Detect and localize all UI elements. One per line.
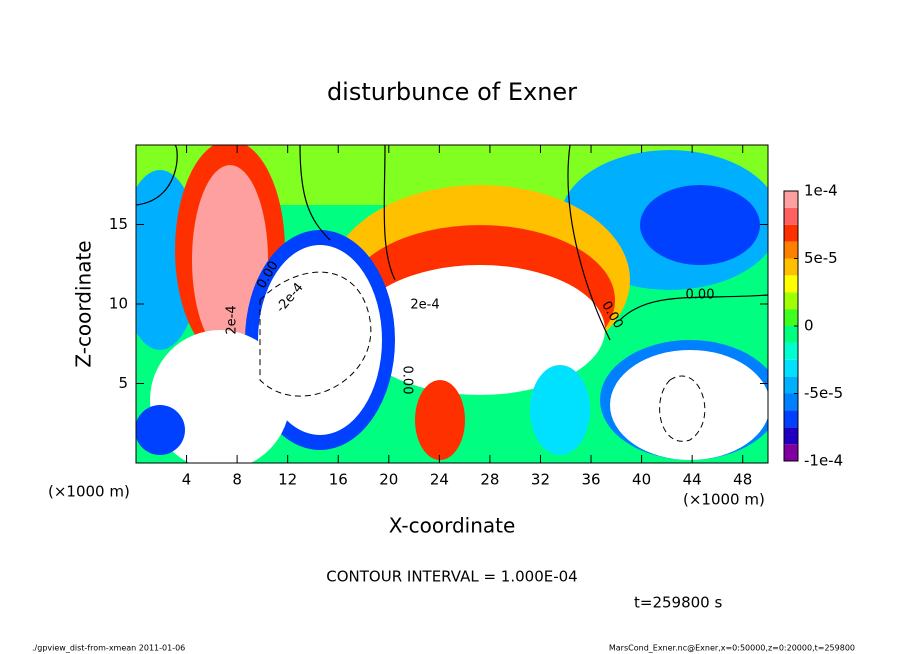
field-shape	[610, 350, 768, 460]
y-tick-label: 10	[109, 295, 128, 313]
field-shape	[530, 365, 590, 455]
x-unit-label: (×1000 m)	[48, 483, 130, 501]
x-tick-label: 28	[480, 471, 499, 489]
x-tick-label: 48	[733, 471, 752, 489]
x-tick-label: 20	[379, 471, 398, 489]
x-tick-label: 12	[278, 471, 297, 489]
field-shape	[640, 185, 760, 265]
x-tick-label: 16	[329, 471, 348, 489]
colorbar-band	[784, 207, 798, 225]
field-shape	[415, 380, 465, 460]
contour-label: 2e-4	[410, 298, 439, 313]
field-shape	[150, 330, 290, 463]
colorbar-band	[784, 359, 798, 377]
contour-line	[259, 271, 706, 442]
field-shape	[136, 405, 185, 455]
x-tick-label: 40	[632, 471, 651, 489]
colorbar-band	[784, 292, 798, 310]
colorbar-tick-label: 0	[804, 317, 814, 335]
x-tick-label: 8	[232, 471, 242, 489]
colorbar-band	[784, 224, 798, 242]
colorbar-tick-label: -5e-5	[804, 384, 843, 402]
field-shape	[355, 265, 605, 395]
colorbar-tick-label: 1e-4	[804, 182, 838, 200]
y-axis-label: Z-coordinate	[72, 240, 96, 367]
colorbar-band	[784, 342, 798, 360]
footer-left: ./gpview_dist-from-xmean 2011-01-06	[32, 644, 185, 653]
colorbar-band	[784, 376, 798, 394]
x-tick-label: 4	[182, 471, 192, 489]
contour-interval: CONTOUR INTERVAL = 1.000E-04	[326, 568, 577, 586]
colorbar-tick-label: 5e-5	[804, 249, 838, 267]
x-tick-label: 44	[683, 471, 702, 489]
colorbar-band	[784, 444, 798, 461]
colorbar-band	[784, 241, 798, 259]
colorbar-band	[784, 309, 798, 326]
x-unit-label: (×1000 m)	[683, 491, 765, 509]
colorbar-band	[784, 258, 798, 276]
x-tick-label: 24	[430, 471, 449, 489]
colorbar-band	[784, 410, 798, 428]
field-shape	[258, 245, 382, 435]
colorbar-band	[784, 393, 798, 411]
contour-label: 0.00	[686, 288, 715, 303]
contour-line	[136, 145, 768, 341]
colorbar-tick-label: -1e-4	[804, 452, 843, 470]
contour-label: 2e-4	[225, 305, 240, 334]
field	[136, 145, 768, 463]
contour-label: 0.00	[400, 366, 415, 395]
y-tick-label: 15	[109, 215, 128, 233]
x-tick-label: 32	[531, 471, 550, 489]
colorbar-band	[784, 275, 798, 293]
footer-right: MarsCond_Exner.nc@Exner,x=0:50000,z=0:20…	[609, 644, 855, 653]
colorbar-band	[784, 326, 798, 343]
y-tick-label: 5	[118, 374, 128, 392]
chart-title: disturbunce of Exner	[327, 78, 577, 106]
colorbar-band	[784, 191, 798, 208]
time-label: t=259800 s	[634, 594, 722, 612]
x-tick-label: 36	[581, 471, 600, 489]
x-axis-label: X-coordinate	[389, 514, 516, 538]
colorbar-band	[784, 427, 798, 445]
